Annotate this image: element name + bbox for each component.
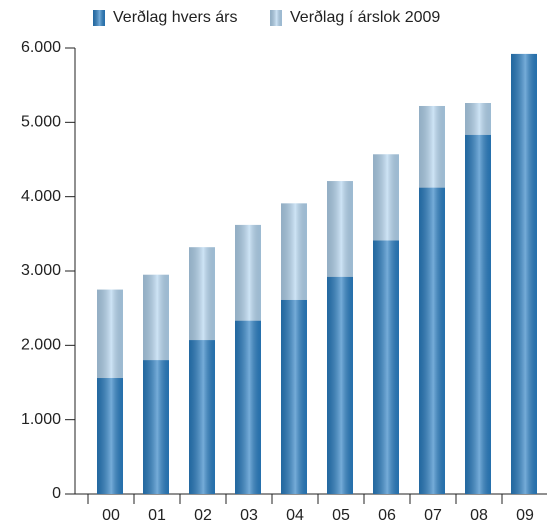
bar-shine	[281, 299, 307, 494]
x-tick-label: 09	[516, 507, 534, 520]
bar-shine	[373, 240, 399, 494]
x-tick-label: 01	[148, 507, 166, 520]
bar-shine	[419, 187, 445, 494]
x-tick-label: 03	[240, 507, 258, 520]
legend-label: Verðlag hvers árs	[113, 9, 238, 26]
y-tick-label: 6.000	[21, 39, 61, 56]
x-tick-label: 00	[102, 507, 120, 520]
legend-swatch-shine	[93, 10, 105, 26]
bar-shine	[143, 360, 169, 494]
x-tick-label: 02	[194, 507, 212, 520]
bar-shine	[189, 340, 215, 494]
bar-shine	[235, 320, 261, 494]
bar-shine	[511, 53, 537, 495]
x-tick-label: 06	[378, 507, 396, 520]
y-tick-label: 0	[52, 485, 61, 502]
bar-shine	[327, 276, 353, 494]
x-tick-label: 05	[332, 507, 350, 520]
legend-swatch-shine	[270, 10, 282, 26]
y-tick-label: 4.000	[21, 188, 61, 205]
y-tick-label: 2.000	[21, 337, 61, 354]
y-tick-label: 3.000	[21, 262, 61, 279]
x-tick-label: 07	[424, 507, 442, 520]
legend-label: Verðlag í árslok 2009	[290, 9, 440, 26]
bar-shine	[97, 378, 123, 494]
x-tick-label: 04	[286, 507, 304, 520]
y-tick-label: 5.000	[21, 114, 61, 131]
x-tick-label: 08	[470, 507, 488, 520]
y-tick-label: 1.000	[21, 411, 61, 428]
bar-shine	[465, 134, 491, 494]
